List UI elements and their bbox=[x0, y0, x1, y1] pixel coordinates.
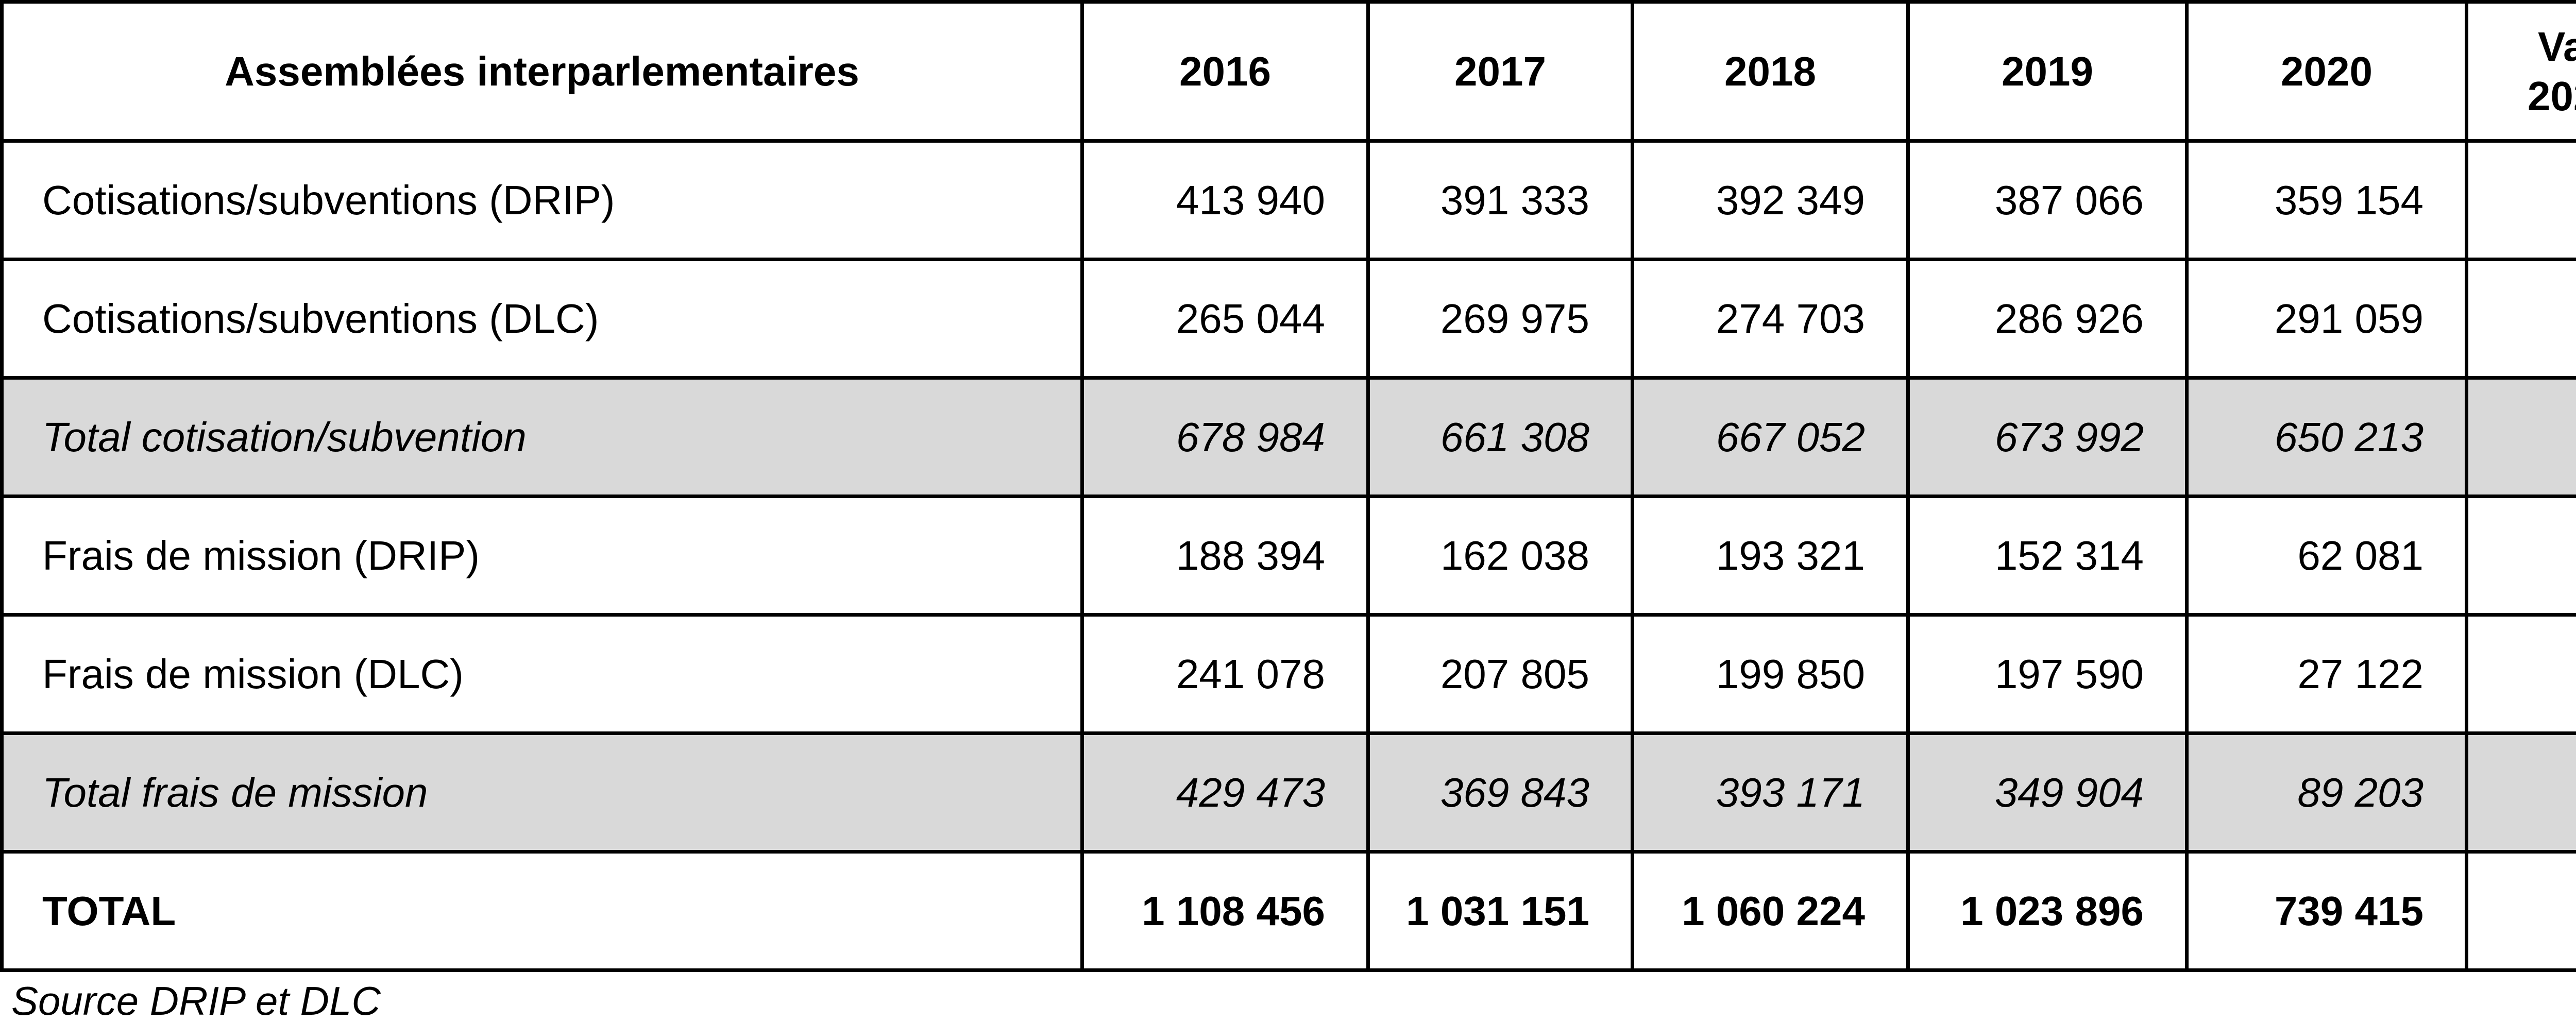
table-header-row: Assemblées interparlementaires 2016 2017… bbox=[0, 0, 2576, 143]
source-note: Source DRIP et DLC bbox=[11, 978, 381, 1023]
row-label: Total cotisation/subvention bbox=[0, 376, 1084, 498]
value-2019: 152 314 bbox=[1906, 495, 2189, 617]
col-header-2017: 2017 bbox=[1366, 0, 1634, 143]
value-variation: -59,24% bbox=[2465, 495, 2576, 617]
value-2018: 193 321 bbox=[1631, 495, 1910, 617]
row-label: Total frais de mission bbox=[0, 731, 1084, 854]
col-header-variation: Variation 2020/2019 bbox=[2465, 0, 2576, 143]
value-variation: -27,78% bbox=[2465, 850, 2576, 972]
col-header-2019: 2019 bbox=[1906, 0, 2189, 143]
col-header-2018: 2018 bbox=[1631, 0, 1910, 143]
value-2019: 349 904 bbox=[1906, 731, 2189, 854]
table-row-frais-drip: Frais de mission (DRIP) 188 394 162 038 … bbox=[0, 495, 2576, 617]
interparliamentary-assemblies-table: Assemblées interparlementaires 2016 2017… bbox=[0, 0, 2576, 972]
col-header-label: Assemblées interparlementaires bbox=[0, 0, 1084, 143]
value-2016: 678 984 bbox=[1080, 376, 1370, 498]
row-label: Cotisations/subventions (DLC) bbox=[0, 258, 1084, 380]
value-2018: 274 703 bbox=[1631, 258, 1910, 380]
value-2017: 661 308 bbox=[1366, 376, 1634, 498]
value-2019: 286 926 bbox=[1906, 258, 2189, 380]
value-2018: 667 052 bbox=[1631, 376, 1910, 498]
table-row-frais-dlc: Frais de mission (DLC) 241 078 207 805 1… bbox=[0, 613, 2576, 735]
value-variation: -7,21% bbox=[2465, 139, 2576, 261]
value-2019: 197 590 bbox=[1906, 613, 2189, 735]
value-variation: 1,44% bbox=[2465, 258, 2576, 380]
value-2016: 413 940 bbox=[1080, 139, 1370, 261]
value-2016: 241 078 bbox=[1080, 613, 1370, 735]
value-variation: -3,53% bbox=[2465, 376, 2576, 498]
value-2020: 291 059 bbox=[2185, 258, 2468, 380]
value-2017: 1 031 151 bbox=[1366, 850, 1634, 972]
value-2019: 1 023 896 bbox=[1906, 850, 2189, 972]
value-variation: -86,27% bbox=[2465, 613, 2576, 735]
value-2018: 393 171 bbox=[1631, 731, 1910, 854]
value-2020: 739 415 bbox=[2185, 850, 2468, 972]
value-2020: 89 203 bbox=[2185, 731, 2468, 854]
value-2017: 369 843 bbox=[1366, 731, 1634, 854]
row-label: TOTAL bbox=[0, 850, 1084, 972]
value-variation: -74,51% bbox=[2465, 731, 2576, 854]
value-2017: 162 038 bbox=[1366, 495, 1634, 617]
col-header-2016: 2016 bbox=[1080, 0, 1370, 143]
value-2016: 265 044 bbox=[1080, 258, 1370, 380]
col-header-2020: 2020 bbox=[2185, 0, 2468, 143]
table-row-grand-total: TOTAL 1 108 456 1 031 151 1 060 224 1 02… bbox=[0, 850, 2576, 972]
value-2017: 269 975 bbox=[1366, 258, 1634, 380]
table-row-total-frais: Total frais de mission 429 473 369 843 3… bbox=[0, 731, 2576, 854]
value-2017: 207 805 bbox=[1366, 613, 1634, 735]
value-2020: 359 154 bbox=[2185, 139, 2468, 261]
row-label: Frais de mission (DLC) bbox=[0, 613, 1084, 735]
value-2018: 1 060 224 bbox=[1631, 850, 1910, 972]
value-2017: 391 333 bbox=[1366, 139, 1634, 261]
value-2020: 62 081 bbox=[2185, 495, 2468, 617]
value-2019: 673 992 bbox=[1906, 376, 2189, 498]
value-2018: 392 349 bbox=[1631, 139, 1910, 261]
row-label: Cotisations/subventions (DRIP) bbox=[0, 139, 1084, 261]
value-2018: 199 850 bbox=[1631, 613, 1910, 735]
value-2020: 27 122 bbox=[2185, 613, 2468, 735]
value-2016: 429 473 bbox=[1080, 731, 1370, 854]
table-row-cotisations-dlc: Cotisations/subventions (DLC) 265 044 26… bbox=[0, 258, 2576, 380]
value-2020: 650 213 bbox=[2185, 376, 2468, 498]
table-row-cotisations-drip: Cotisations/subventions (DRIP) 413 940 3… bbox=[0, 139, 2576, 261]
value-2016: 1 108 456 bbox=[1080, 850, 1370, 972]
row-label: Frais de mission (DRIP) bbox=[0, 495, 1084, 617]
value-2019: 387 066 bbox=[1906, 139, 2189, 261]
table-row-total-cotisation: Total cotisation/subvention 678 984 661 … bbox=[0, 376, 2576, 498]
value-2016: 188 394 bbox=[1080, 495, 1370, 617]
